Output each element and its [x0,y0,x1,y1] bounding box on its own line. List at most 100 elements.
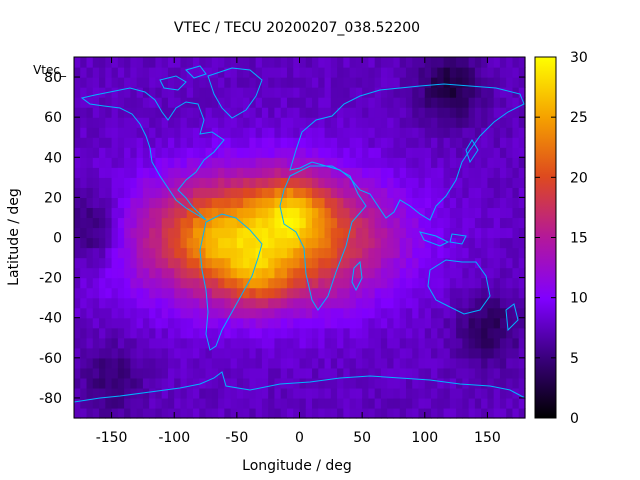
heat-cell [318,67,326,78]
heat-cell [355,107,363,118]
heat-cell [236,157,244,168]
heat-cell [105,257,113,269]
heat-cell [255,287,263,299]
heat-cell [92,357,100,369]
heat-cell [92,227,100,239]
heat-cell [324,97,332,108]
heat-cell [199,257,207,269]
heat-cell [136,57,144,68]
heat-cell [274,57,282,68]
heat-cell [211,387,219,399]
heat-cell [512,67,520,78]
heat-cell [167,237,175,249]
heat-cell [299,337,307,349]
heat-cell [186,257,194,269]
heat-cell [374,297,382,309]
heat-cell [418,277,426,289]
heat-cell [92,157,100,168]
heat-cell [405,357,413,369]
heat-cell [312,247,319,259]
heat-cell [424,57,432,68]
heat-cell [305,327,313,339]
heat-cell [468,107,476,118]
heat-cell [299,157,307,168]
heat-cell [305,87,313,98]
heat-cell [124,367,131,379]
heat-cell [224,327,232,339]
heat-cell [167,317,175,329]
heat-cell [305,407,313,419]
heat-cell [249,287,257,299]
heat-cell [74,307,81,319]
heat-cell [355,167,363,178]
heat-cell [374,57,382,68]
heat-cell [493,67,501,78]
heat-cell [155,297,163,309]
heat-cell [92,397,100,409]
heat-cell [468,157,476,168]
heat-cell [437,67,445,78]
heat-cell [312,57,319,68]
heat-cell [199,97,207,108]
heat-cell [405,247,413,259]
heat-cell [305,137,313,148]
heat-cell [312,407,319,419]
heat-cell [512,297,520,309]
heat-cell [142,377,150,389]
heat-cell [487,127,495,138]
heat-cell [343,307,351,319]
heat-cell [117,297,125,309]
heat-cell [449,277,457,289]
heat-cell [261,57,269,68]
heat-cell [230,207,238,219]
heat-cell [499,227,507,239]
heat-cell [286,297,294,309]
heat-cell [293,217,301,229]
heat-cell [193,347,200,359]
heat-cell [449,187,457,198]
coastline-greenland [207,67,263,119]
heat-cell [431,377,438,389]
heat-cell [412,157,420,168]
heat-cell [343,197,351,209]
heat-cell [130,217,138,229]
heat-cell [405,147,413,158]
heat-cell [368,287,376,299]
heat-cell [493,107,501,118]
heat-cell [412,277,420,289]
heat-cell [180,347,188,359]
heat-cell [393,337,401,349]
heat-cell [487,267,495,279]
heat-cell [431,107,438,118]
heat-cell [293,367,301,379]
heat-cell [387,237,395,249]
heat-cell [462,397,470,409]
heat-cell [243,187,250,198]
heat-cell [374,307,382,319]
heat-cell [437,367,445,379]
heat-cell [236,97,244,108]
heat-cell [293,347,301,359]
heat-cell [305,217,313,229]
heat-cell [387,377,395,389]
heat-cell [86,117,94,128]
heat-cell [305,277,313,289]
heat-cell [443,327,451,339]
heat-cell [393,387,401,399]
heat-cell [111,107,119,118]
heat-cell [167,257,175,269]
heat-cell [199,357,207,369]
heat-cell [330,247,338,259]
heat-cell [218,217,225,229]
heat-cell [299,397,307,409]
heat-cell [149,387,157,399]
heat-cell [299,217,307,229]
heat-cell [74,167,81,178]
heat-cell [324,407,332,419]
heat-cell [174,357,182,369]
heat-cell [412,137,420,148]
heat-cell [261,287,269,299]
heat-cell [92,67,100,78]
heat-cell [174,287,182,299]
heat-cell [86,257,94,269]
